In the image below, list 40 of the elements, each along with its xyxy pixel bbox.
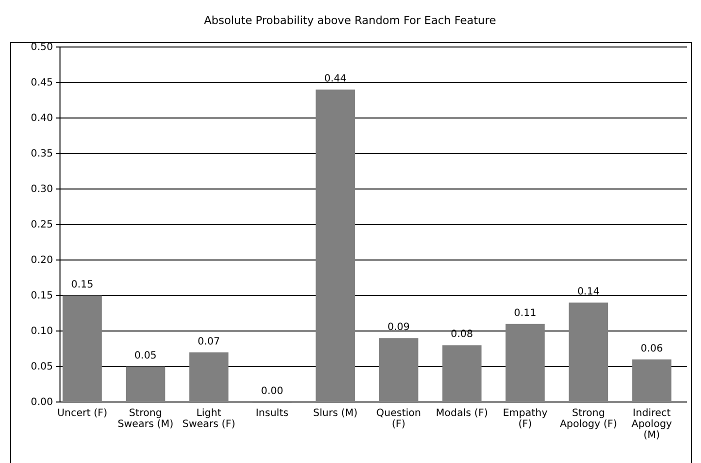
bar — [568, 302, 608, 402]
x-tick-label: Strong Apology (F) — [560, 408, 618, 430]
data-label: 0.11 — [514, 308, 536, 319]
data-label: 0.05 — [134, 350, 157, 362]
y-tick-label: 0.35 — [30, 148, 53, 160]
bar — [506, 324, 545, 402]
bar — [189, 352, 228, 402]
y-tick-label: 0.00 — [30, 397, 53, 408]
y-tick-label: 0.15 — [30, 290, 53, 302]
data-label: 0.07 — [198, 336, 220, 348]
chart-title: Absolute Probability above Random For Each Feature — [204, 14, 496, 27]
x-tick-label: Slurs (M) — [313, 408, 358, 419]
data-label: 0.44 — [324, 74, 346, 85]
y-tick-label: 0.30 — [30, 184, 53, 196]
y-tick-label: 0.25 — [30, 220, 53, 231]
bar — [316, 90, 355, 402]
data-label: 0.06 — [640, 343, 663, 354]
y-tick-label: 0.10 — [30, 326, 53, 338]
x-tick-label: Indirect Apology (M) — [631, 408, 672, 441]
y-tick-label: 0.45 — [30, 78, 53, 89]
data-label: 0.00 — [260, 386, 284, 397]
y-tick-label: 0.50 — [30, 42, 53, 54]
y-tick-label: 0.40 — [30, 113, 53, 124]
y-tick-label: 0.05 — [30, 362, 53, 373]
bar — [632, 359, 672, 402]
x-tick-label: Empathy (F) — [502, 408, 548, 430]
data-label: 0.15 — [71, 280, 94, 290]
x-tick-label: Modals (F) — [436, 408, 488, 419]
data-label: 0.14 — [577, 286, 600, 298]
x-tick-label: Uncert (F) — [57, 408, 108, 419]
x-tick-label: Strong Swears (M) — [118, 408, 174, 430]
bar — [379, 338, 418, 402]
bar — [62, 296, 102, 402]
x-tick-label: Light Swears (F) — [182, 408, 236, 430]
data-label: 0.09 — [388, 322, 410, 334]
bar — [126, 366, 166, 402]
x-tick-label: Question (F) — [376, 408, 422, 430]
x-tick-label: Insults — [256, 408, 288, 419]
y-tick-label: 0.20 — [30, 255, 53, 266]
bar — [442, 345, 482, 402]
